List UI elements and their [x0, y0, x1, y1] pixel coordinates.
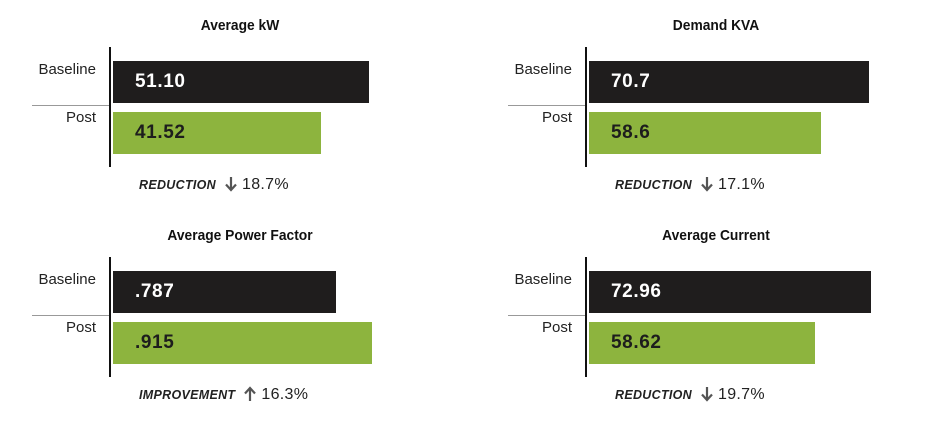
- y-axis-line: [109, 257, 111, 377]
- y-axis-line: [585, 47, 587, 167]
- category-label: Baseline: [38, 61, 96, 78]
- post-bar: .915: [113, 322, 372, 364]
- post-bar: 58.6: [589, 112, 821, 154]
- baseline-bar: .787: [113, 271, 336, 313]
- category-label: Post: [65, 109, 96, 126]
- change-type-label: IMPROVEMENT: [139, 388, 236, 402]
- category-label: Post: [65, 319, 96, 336]
- category-label: Baseline: [38, 271, 96, 288]
- arrow-down-icon: [701, 177, 713, 192]
- category-label: Post: [541, 109, 572, 126]
- category-separator: [32, 105, 110, 106]
- chart-title: Average kW: [200, 17, 280, 34]
- change-percent: 19.7%: [718, 386, 765, 403]
- change-type-label: REDUCTION: [139, 178, 217, 192]
- category-label: Baseline: [514, 271, 572, 288]
- change-percent: 18.7%: [242, 176, 289, 193]
- arrow-down-icon: [701, 387, 713, 402]
- change-percent: 16.3%: [261, 386, 309, 403]
- category-separator: [508, 315, 586, 316]
- change-percent: 17.1%: [718, 176, 765, 193]
- change-type-label: REDUCTION: [615, 388, 693, 402]
- baseline-bar: 70.7: [589, 61, 869, 103]
- category-label: Post: [541, 319, 572, 336]
- post-bar: 41.52: [113, 112, 321, 154]
- baseline-bar: 72.96: [589, 271, 871, 313]
- baseline-bar: 51.10: [113, 61, 369, 103]
- change-summary: IMPROVEMENT 16.3%: [139, 384, 308, 406]
- arrow-up-icon: [244, 386, 257, 401]
- change-summary: REDUCTION 17.1%: [615, 174, 765, 196]
- category-separator: [508, 105, 586, 106]
- chart-panel: Average Current Baseline 72.96 Post 58.62 RED…: [476, 210, 936, 410]
- change-summary: REDUCTION 19.7%: [615, 384, 765, 406]
- chart-panel: Average Power Factor Baseline .787 Post .915…: [0, 210, 460, 410]
- y-axis-line: [585, 257, 587, 377]
- y-axis-line: [109, 47, 111, 167]
- category-separator: [32, 315, 110, 316]
- category-label: Baseline: [514, 61, 572, 78]
- chart-panel: Demand KVA Baseline 70.7 Post 58.6 REDUCTION 1…: [476, 0, 936, 200]
- chart-title: Demand KVA: [672, 17, 760, 34]
- post-bar: 58.62: [589, 322, 815, 364]
- chart-title: Average Power Factor: [167, 227, 313, 244]
- arrow-down-icon: [225, 177, 237, 192]
- chart-panel: Average kW Baseline 51.10 Post 41.52 REDUCTIO…: [0, 0, 460, 200]
- change-summary: REDUCTION 18.7%: [139, 174, 289, 196]
- chart-title: Average Current: [662, 227, 770, 244]
- change-type-label: REDUCTION: [615, 178, 693, 192]
